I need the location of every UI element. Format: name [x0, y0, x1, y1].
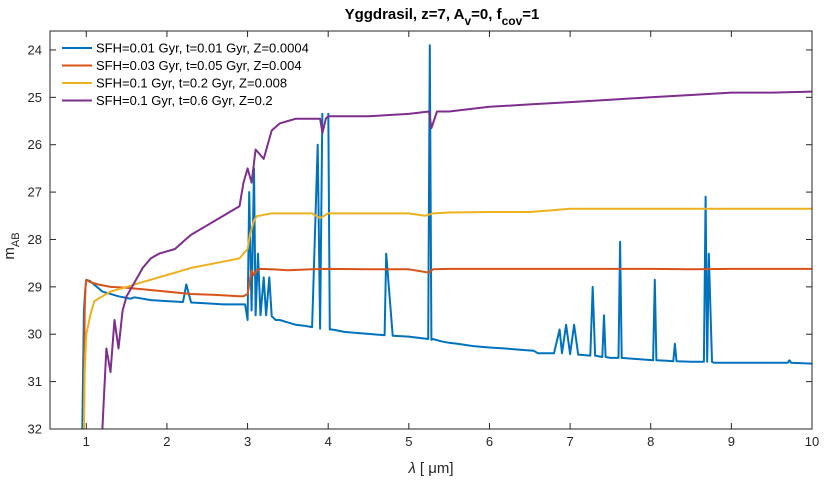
series-line-3 [82, 207, 812, 429]
legend-label-4: SFH=0.1 Gyr, t=0.6 Gyr, Z=0.2 [96, 93, 273, 108]
y-tick-label: 32 [28, 422, 42, 437]
y-tick-label: 31 [28, 374, 42, 389]
y-tick-label: 26 [28, 137, 42, 152]
y-tick-label: 24 [28, 42, 42, 57]
series-line-4 [101, 90, 812, 429]
x-tick-label: 6 [486, 434, 493, 449]
plot-frame [49, 30, 813, 430]
legend-box [56, 37, 342, 113]
x-axis-label: λ[ μm] [407, 460, 453, 477]
series-lines [81, 44, 812, 429]
y-tick-label: 27 [28, 185, 42, 200]
x-tick-label: 8 [647, 434, 654, 449]
legend-label-2: SFH=0.03 Gyr, t=0.05 Gyr, Z=0.004 [96, 58, 302, 73]
y-axis-label: mAB [1, 232, 22, 259]
x-tick-label: 1 [83, 434, 90, 449]
legend: SFH=0.01 Gyr, t=0.01 Gyr, Z=0.0004 SFH=0.… [56, 37, 342, 113]
x-tick-label: 7 [566, 434, 573, 449]
x-tick-label: 2 [163, 434, 170, 449]
chart-title: Yggdrasil, z=7, Av=0, fcov=1 [345, 6, 540, 28]
y-tick-label: 29 [28, 279, 42, 294]
x-tick-label: 3 [244, 434, 251, 449]
x-tick-label: 9 [728, 434, 735, 449]
legend-label-1: SFH=0.01 Gyr, t=0.01 Gyr, Z=0.0004 [96, 41, 309, 56]
series-line-1 [81, 44, 812, 429]
x-tick-label: 5 [405, 434, 412, 449]
series-line-2 [82, 267, 812, 429]
y-tick-labels: 24 25 26 27 28 29 30 31 32 [28, 42, 42, 436]
y-tick-label: 30 [28, 327, 42, 342]
x-tick-labels: 1 2 3 4 5 6 7 8 9 10 [83, 434, 820, 449]
x-tick-label: 10 [805, 434, 819, 449]
x-tick-label: 4 [325, 434, 332, 449]
y-tick-label: 28 [28, 232, 42, 247]
legend-label-3: SFH=0.1 Gyr, t=0.2 Gyr, Z=0.008 [96, 76, 287, 91]
y-tick-label: 25 [28, 90, 42, 105]
